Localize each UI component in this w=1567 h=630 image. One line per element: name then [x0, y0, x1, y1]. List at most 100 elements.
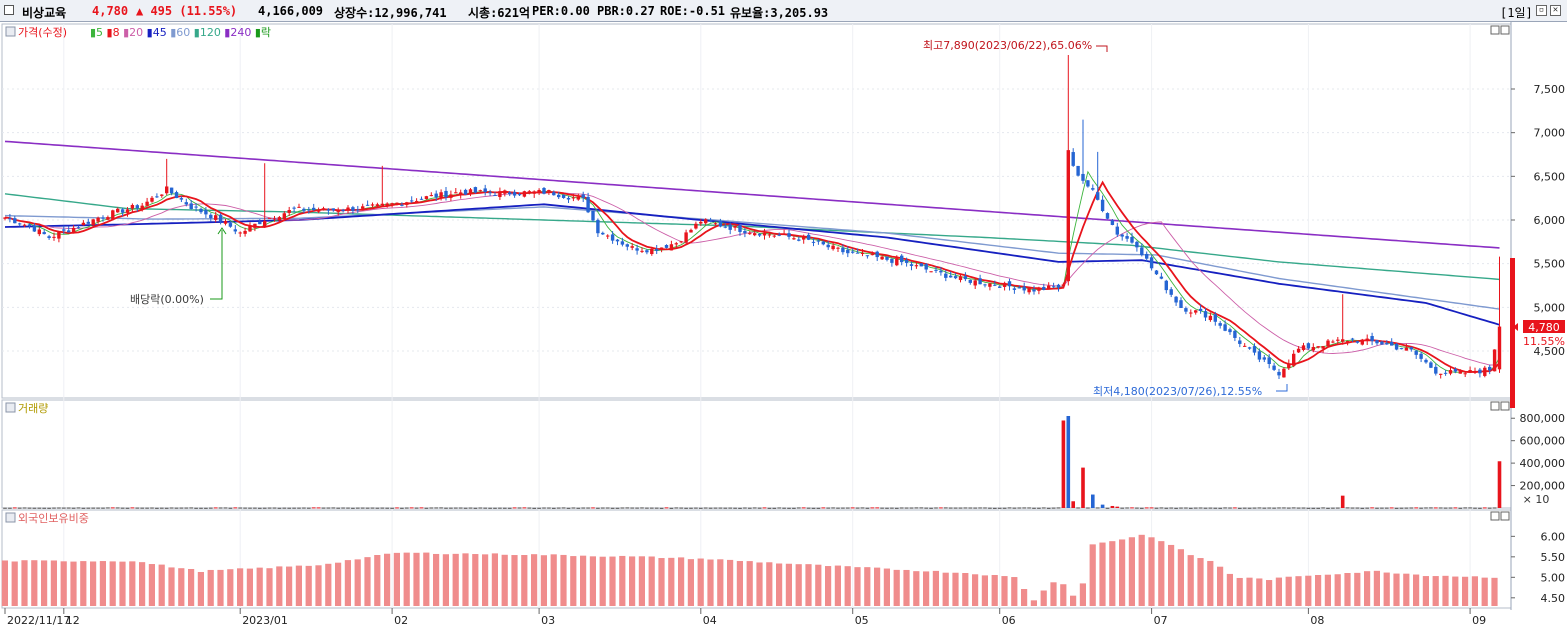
restore-icon[interactable]: ▫	[1536, 5, 1547, 16]
candle-body	[1233, 330, 1237, 338]
candle-body	[993, 284, 997, 286]
foreign-bar	[893, 569, 900, 606]
volume-bar	[1042, 507, 1046, 509]
volume-bar	[860, 507, 865, 509]
volume-bar	[1291, 507, 1296, 509]
candle-body	[1194, 310, 1198, 313]
candle-body	[1453, 369, 1458, 372]
volume-bar	[468, 507, 473, 509]
volume-bar	[610, 507, 615, 509]
candle-body	[52, 236, 56, 238]
volume-bar	[380, 507, 385, 509]
dividend-annotation-arrow	[210, 230, 223, 300]
x-tick-label: 09	[1472, 614, 1486, 627]
volume-bar	[160, 507, 164, 509]
candle-body	[1404, 347, 1409, 351]
candle-body	[1100, 199, 1105, 212]
x-tick-label: 12	[66, 614, 80, 627]
volume-bar	[1208, 507, 1213, 509]
volume-bar	[968, 507, 973, 509]
candle-body	[669, 244, 674, 251]
candle-body	[1399, 348, 1404, 350]
candle-body	[1154, 270, 1159, 275]
volume-bar	[1321, 507, 1325, 509]
candle-body	[503, 190, 507, 194]
volume-bar	[909, 507, 914, 509]
foreign-tick-label: 5.00	[1541, 571, 1566, 584]
last-price-label: 4,780	[1528, 321, 1560, 334]
volume-title: 거래량	[18, 402, 48, 415]
candle-body	[743, 231, 747, 234]
volume-bar	[1409, 507, 1414, 509]
volume-bar	[1336, 507, 1340, 509]
foreign-bar	[403, 552, 410, 606]
foreign-bar	[423, 552, 430, 606]
volume-bar	[140, 507, 144, 509]
candle-body	[1282, 368, 1286, 378]
candle-body	[689, 229, 693, 233]
foreign-bar	[972, 574, 979, 606]
volume-bar	[1497, 461, 1502, 508]
volume-bar	[228, 507, 233, 509]
period-label[interactable]: [1일]	[1500, 6, 1533, 20]
volume-bar	[1394, 507, 1399, 509]
volume-bar	[630, 507, 634, 509]
candle-body	[963, 276, 968, 280]
candle-body	[184, 202, 188, 205]
candle-body	[635, 248, 639, 251]
foreign-bar	[1393, 573, 1400, 606]
foreign-bar	[472, 554, 479, 606]
foreign-bar	[60, 561, 67, 606]
foreign-bar	[903, 569, 910, 606]
volume-bar	[86, 507, 91, 509]
foreign-bar	[727, 559, 734, 606]
candle-body	[1022, 286, 1026, 291]
foreign-bar	[452, 553, 459, 606]
volume-bar	[517, 507, 522, 509]
volume-bar	[218, 507, 223, 509]
volume-bar	[718, 507, 723, 509]
checkbox[interactable]	[4, 5, 14, 15]
candle-body	[356, 209, 360, 211]
candle-body	[1287, 363, 1291, 369]
volume-bar	[498, 507, 502, 509]
close-icon[interactable]: ✕	[1550, 5, 1561, 16]
candle-body	[1110, 220, 1115, 225]
foreign-bar	[344, 560, 351, 606]
candle-body	[527, 191, 531, 193]
volume-bar	[204, 507, 208, 509]
candle-body	[1341, 339, 1345, 342]
candle-body	[708, 220, 713, 222]
volume-bar	[1380, 507, 1384, 509]
volume-bar	[341, 507, 345, 509]
foreign-bar	[854, 567, 861, 606]
foreign-bar	[981, 575, 988, 606]
foreign-bar	[668, 557, 675, 606]
foreign-bar	[354, 559, 361, 606]
candle-body	[204, 210, 208, 215]
candle-body	[76, 227, 81, 229]
foreign-bar	[1236, 577, 1243, 606]
foreign-bar	[1138, 534, 1145, 606]
candle-body	[860, 253, 865, 255]
foreign-bar	[785, 563, 792, 606]
candle-body	[145, 201, 149, 206]
candle-body	[821, 241, 825, 245]
volume-bar	[414, 507, 419, 509]
volume-bar	[1110, 505, 1115, 508]
volume-bar	[713, 507, 718, 509]
candle-body	[1032, 289, 1036, 292]
candle-body	[312, 207, 316, 211]
candle-body	[699, 221, 703, 224]
volume-bar	[267, 507, 272, 509]
volume-bar	[738, 507, 742, 509]
candle-body	[1145, 253, 1149, 259]
volume-tick-label: 400,000	[1520, 457, 1566, 470]
candle-body	[806, 234, 811, 240]
foreign-bar	[491, 553, 498, 606]
candle-body	[62, 229, 66, 231]
low-annotation-arrow	[1276, 384, 1288, 392]
volume-bar	[1233, 507, 1237, 509]
foreign-bar	[815, 564, 822, 606]
panel-controls[interactable]	[1490, 25, 1510, 521]
